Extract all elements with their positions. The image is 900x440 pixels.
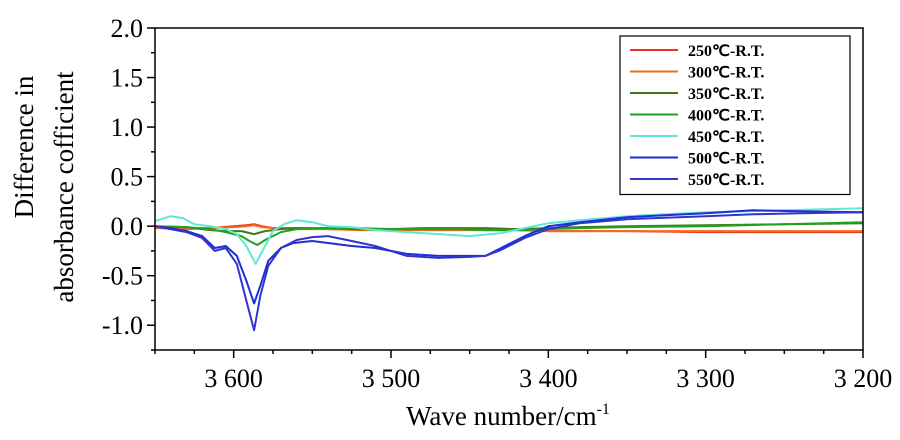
x-tick-label: 3 500 [362, 364, 421, 393]
legend-label: 550℃-R.T. [688, 172, 764, 189]
y-tick-label: -0.5 [102, 262, 143, 291]
series-layer [155, 207, 863, 332]
x-tick-label: 3 300 [676, 364, 735, 393]
legend-label: 300℃-R.T. [688, 65, 764, 82]
legend-label: 450℃-R.T. [688, 129, 764, 146]
legend-label: 500℃-R.T. [688, 151, 764, 168]
x-axis-title: Wave number/cm-1 [406, 401, 610, 431]
y-tick-label: 1.5 [111, 64, 144, 93]
x-tick-label: 3 400 [519, 364, 578, 393]
x-tick-label: 3 600 [204, 364, 263, 393]
y-tick-label: -1.0 [102, 311, 143, 340]
y-tick-label: 1.0 [111, 113, 144, 142]
plot-area: 3 600 3 500 3 400 3 300 3 200 -1.0 -0.5 0.0 0.5… [102, 14, 892, 393]
x-axis-ticks: 3 600 3 500 3 400 3 300 3 200 [154, 350, 893, 393]
x-tick-label: 3 200 [834, 364, 893, 393]
y-axis-ticks: -1.0 -0.5 0.0 0.5 1.0 1.5 2.0 [102, 14, 155, 351]
legend: 250℃-R.T. 300℃-R.T. 350℃-R.T. 400℃-R.T. 450℃… [619, 35, 851, 196]
y-tick-label: 0.5 [111, 163, 144, 192]
y-axis-title-line1: Difference in [9, 75, 39, 218]
legend-label: 350℃-R.T. [688, 86, 764, 103]
series-line-7 [155, 211, 863, 332]
y-axis-title-line2: absorbance cofficient [49, 71, 79, 303]
y-tick-label: 0.0 [111, 212, 144, 241]
series-line-6 [155, 209, 863, 305]
series-line-5 [155, 207, 863, 265]
legend-label: 400℃-R.T. [688, 108, 764, 125]
y-tick-label: 2.0 [111, 14, 144, 43]
legend-label: 250℃-R.T. [688, 43, 764, 60]
